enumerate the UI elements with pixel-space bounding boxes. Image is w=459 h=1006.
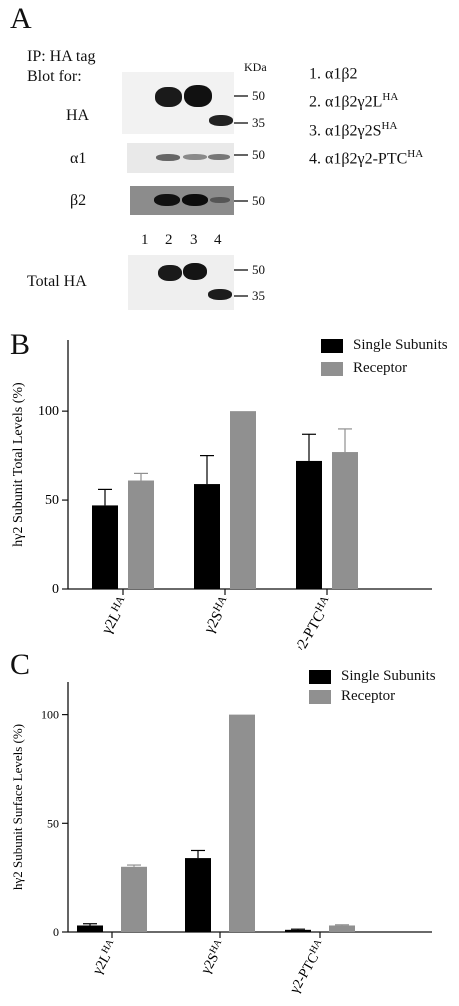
construct-1: 1. α1β2 [309,65,358,83]
band [156,154,180,161]
legend-swatch-receptor [309,689,331,704]
row-label-alpha1: α1 [70,150,87,167]
band [155,87,182,107]
y-tick-label: 0 [52,582,59,597]
band [158,265,182,281]
bar-single-subunits [92,505,118,589]
bar-receptor [229,714,255,932]
blot-ha [122,72,234,134]
band [210,197,230,203]
marker-a1-50: 50 [252,147,265,162]
bar-receptor [121,866,147,932]
row-label-total-ha: Total HA [27,273,87,290]
bar-receptor [332,452,358,589]
y-tick-label: 100 [38,404,59,419]
legend-single-c: Single Subunits [309,668,436,685]
bar-single-subunits [185,858,211,932]
blot-beta2 [130,186,234,215]
x-tick-label: γ2SHA [197,937,230,978]
chart-total-levels: 0 50 100 hγ2 Subunit Total Levels (%) γ2LHA γ… [11,340,432,650]
y-axis-label: hγ2 Subunit Total Levels (%) [11,382,26,547]
x-tick-label: γ2-PTCHA [285,937,330,997]
legend-label: Receptor [341,688,396,704]
construct-list: 1. α1β2 2. α1β2γ2LHA 3. α1β2γ2SHA 4. α1β… [309,60,423,168]
row-label-beta2: β2 [70,192,87,209]
band [209,115,233,126]
marker-ticks [234,95,248,297]
x-tick-label: γ2SHA [199,594,234,637]
y-tick-label: 0 [53,925,59,939]
panel-letter-a: A [10,2,32,35]
blot-total-ha [128,255,234,310]
lane-number-4: 4 [214,232,222,248]
x-tick-label: γ2LHA [97,594,133,638]
lane-number-1: 1 [141,232,149,248]
bar-single-subunits [296,460,322,589]
bar-single-subunits [285,929,311,932]
band [182,194,208,206]
x-tick-label: γ2-PTCHA [289,594,336,650]
construct-2: 2. α1β2γ2LHA [309,91,399,111]
marker-total-50: 50 [252,262,265,277]
band [183,154,207,160]
band [183,263,207,280]
band [208,154,230,160]
lane-number-2: 2 [165,232,173,248]
y-tick-label: 50 [47,816,59,830]
row-label-ha: HA [66,107,90,124]
chart-surface-levels: 0 50 100 hγ2 Subunit Surface Levels (%) γ2LH… [10,682,432,997]
legend-swatch-single [309,669,331,684]
legend-single-b: Single Subunits [321,337,448,354]
legend-label: Single Subunits [353,337,448,353]
kda-label: KDa [244,60,267,74]
bar-receptor [329,925,355,932]
marker-ha-35: 35 [252,115,265,130]
blot-for-label: Blot for: [27,68,82,85]
band [184,85,212,107]
ip-label: IP: HA tag [27,48,96,65]
marker-ha-50: 50 [252,88,265,103]
y-axis-label: hγ2 Subunit Surface Levels (%) [10,724,25,890]
legend-label: Receptor [353,360,408,376]
bar-single-subunits [194,484,220,589]
y-tick-label: 50 [45,493,59,508]
construct-4: 4. α1β2γ2-PTCHA [309,147,424,168]
lane-number-3: 3 [190,232,198,248]
band [208,289,232,300]
legend-label: Single Subunits [341,668,436,684]
legend-swatch-single [321,338,343,353]
band [154,194,180,206]
legend-swatch-receptor [321,361,343,376]
marker-total-35: 35 [252,288,265,303]
bar-receptor [128,480,154,589]
blot-alpha1 [127,143,234,173]
bar-receptor [230,411,256,589]
panel-letter-b: B [10,328,31,361]
marker-b2-50: 50 [252,193,265,208]
construct-3: 3. α1β2γ2SHA [309,119,398,139]
legend-receptor-b: Receptor [321,360,407,377]
x-tick-label: γ2LHA [88,937,122,978]
y-tick-label: 100 [41,708,59,722]
legend-receptor-c: Receptor [309,688,395,705]
bar-single-subunits [77,925,103,932]
panel-letter-c: C [10,648,31,681]
